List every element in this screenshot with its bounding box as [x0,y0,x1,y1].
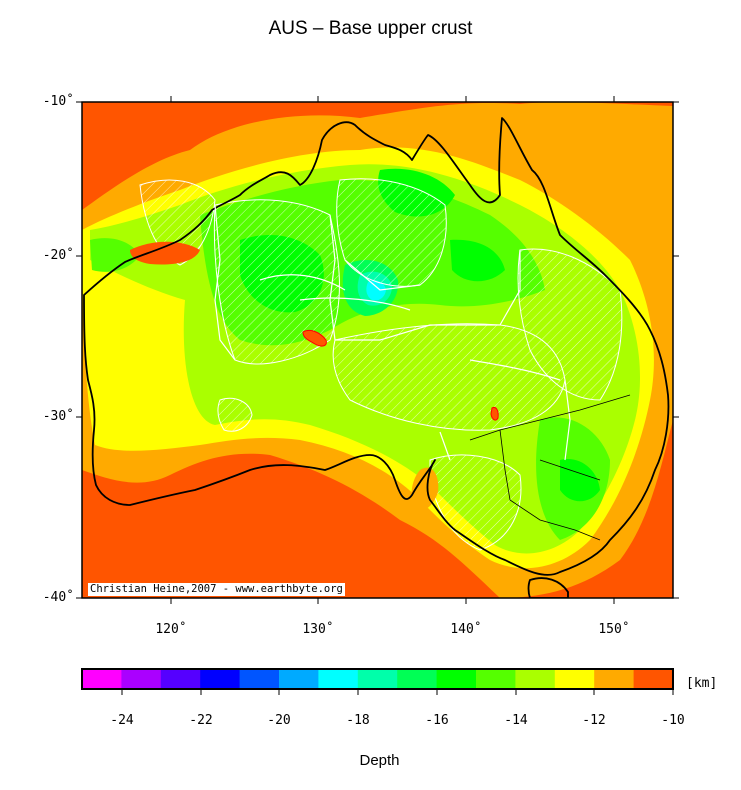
colorbar-swatch [476,669,516,689]
lon-label-130: 130˚ [302,622,334,637]
colorbar-swatch [436,669,477,689]
cyan-deepest-patch [366,280,386,301]
red-anomaly-east [490,407,499,421]
tasmania-coast [527,577,569,598]
lon-label-120: 120˚ [155,622,187,637]
colorbar-tick-label: -22 [189,713,213,728]
colorbar-swatch [318,669,359,689]
colorbar-swatch [515,669,556,689]
colorbar-unit: [km] [686,676,718,691]
colorbar-swatch [82,669,122,689]
orange-anomaly-northwest [130,241,200,265]
colorbar-tick-label: -16 [425,713,449,728]
lat-label-10: -10˚ [42,94,74,109]
lat-label-40: -40˚ [42,590,74,605]
orange-anomaly-gulf [411,467,439,511]
colorbar-swatch [200,669,241,689]
colorbar-ticks [121,689,674,695]
colorbar-swatch [594,669,635,689]
colorbar-swatch [121,669,162,689]
colorbar-swatch [397,669,438,689]
colorbar-swatch [554,669,595,689]
colorbar-swatch [160,669,201,689]
red-anomaly-central [302,329,327,347]
lat-label-30: -30˚ [42,409,74,424]
colorbar [82,669,674,689]
lat-label-20: -20˚ [42,248,74,263]
colorbar-swatch [633,669,674,689]
hatched-provinces [139,178,623,551]
colorbar-tick-label: -24 [110,713,134,728]
colorbar-tick-label: -14 [504,713,528,728]
colorbar-swatch [279,669,319,689]
colorbar-frame [81,668,674,690]
state-borders [469,394,631,541]
colorbar-tick-label: -10 [661,713,685,728]
province-boundaries [214,204,571,461]
map-area [82,102,673,598]
coastline [83,117,670,576]
colorbar-tick-label: -18 [346,713,370,728]
map-ticks [76,96,679,604]
colorbar-swatch [357,669,398,689]
map-title: AUS – Base upper crust [268,18,473,39]
map-frame [81,101,674,599]
colorbar-title: Depth [359,752,400,769]
credit-text: Christian Heine,2007 - www.earthbyte.org [88,583,345,596]
colorbar-tick-label: -12 [582,713,606,728]
colorbar-swatch [239,669,280,689]
colorbar-tick-label: -20 [267,713,291,728]
lon-label-140: 140˚ [450,622,482,637]
lon-label-150: 150˚ [598,622,630,637]
